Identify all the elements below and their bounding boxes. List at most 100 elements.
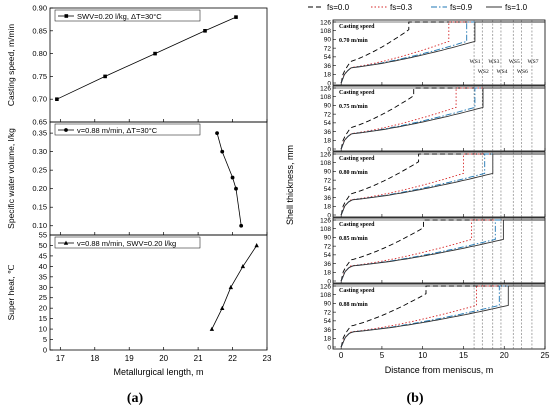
y-tick-label: 126 — [320, 85, 331, 92]
y-tick-label: 18 — [324, 72, 332, 79]
y-tick-label: 0.10 — [32, 221, 47, 230]
ws-label: WS1 — [470, 59, 481, 65]
data-point — [103, 74, 107, 79]
series-line — [216, 132, 242, 226]
x-tick-label: 22 — [228, 354, 237, 363]
y-tick-label: 72 — [324, 309, 332, 316]
x-tick-label: 25 — [541, 351, 550, 360]
data-point — [234, 15, 238, 19]
y-tick-label: 126 — [320, 19, 331, 26]
shell-curve — [340, 87, 545, 150]
y-tick-label: 108 — [320, 226, 331, 233]
y-tick-label: 90 — [324, 235, 332, 242]
legend-marker — [63, 240, 69, 245]
y-tick-label: 72 — [324, 243, 332, 250]
casting-speed-label: Casting speed — [339, 90, 375, 96]
y-tick-label: 5 — [43, 335, 47, 344]
y-tick-label: 72 — [324, 45, 332, 52]
y-tick-label: 10 — [39, 325, 47, 334]
y-tick-label: 126 — [320, 283, 331, 290]
x-tick-label: 21 — [194, 354, 203, 363]
casting-speed-label: Casting speed — [339, 222, 375, 228]
y-tick-label: 45 — [39, 251, 47, 260]
y-tick-label: 90 — [324, 103, 332, 110]
ws-label: WS2 — [478, 69, 489, 75]
y-tick-label: 0.15 — [32, 203, 47, 212]
shell-curve — [340, 285, 545, 348]
y-tick-label: 30 — [39, 283, 47, 292]
shell-curve — [340, 21, 545, 84]
y-tick-label: 0.80 — [32, 49, 47, 58]
x-tick-label: 20 — [500, 351, 509, 360]
shell-curve — [340, 87, 545, 150]
subplot-b-frame — [332, 151, 546, 218]
subplot-b-frame — [332, 19, 546, 86]
y-tick-label: 36 — [324, 195, 332, 202]
data-point — [230, 175, 235, 180]
shell-curve — [340, 153, 545, 216]
subplot-a-frame — [49, 7, 268, 123]
data-point — [220, 149, 225, 154]
y-axis-label: Specific water volume, l/kg — [6, 128, 16, 229]
y-tick-label: 0 — [327, 212, 331, 219]
x-axis-label: Distance from meniscus, m — [385, 365, 494, 375]
y-tick-label: 90 — [324, 37, 332, 44]
data-point — [234, 186, 238, 191]
y-tick-label: 50 — [39, 241, 47, 250]
casting-speed-value: 0.88 m/min — [339, 302, 368, 308]
y-tick-label: 15 — [39, 314, 47, 323]
legend-marker — [64, 14, 69, 18]
y-tick-label: 54 — [324, 54, 332, 61]
ws-label: WS3 — [488, 59, 499, 65]
y-tick-label: 18 — [324, 204, 332, 211]
ws-label: WS4 — [496, 69, 507, 75]
legend-label: fs=0.3 — [390, 3, 413, 12]
shell-curve — [340, 21, 545, 84]
x-tick-label: 23 — [263, 354, 272, 363]
y-tick-label: 18 — [324, 270, 332, 277]
data-point — [254, 243, 259, 248]
y-tick-label: 35 — [39, 272, 47, 281]
ws-label: WS5 — [509, 59, 520, 65]
x-tick-label: 0 — [339, 351, 344, 360]
y-tick-label: 0.25 — [32, 166, 47, 175]
y-axis-label: Super heat, ℃ — [6, 264, 16, 320]
data-point — [203, 29, 207, 33]
legend-box — [54, 123, 201, 136]
shell-curve — [340, 21, 545, 84]
shell-curve — [340, 153, 545, 216]
y-tick-label: 0.85 — [32, 26, 47, 35]
shell-curve — [340, 21, 545, 84]
data-point — [239, 223, 244, 228]
y-axis-label: Casting speed, m/min — [6, 24, 16, 106]
y-tick-label: 72 — [324, 111, 332, 118]
panel-a: 0.65 0.70 0.75 0.80 0.85 0.90 Casting speed, m… — [6, 4, 272, 378]
y-tick-label: 55 — [39, 231, 47, 240]
y-tick-label: 0 — [327, 80, 331, 87]
y-tick-label: 40 — [39, 262, 47, 271]
y-tick-label: 0 — [327, 278, 331, 285]
y-tick-label: 0.30 — [32, 147, 47, 156]
data-point — [215, 131, 219, 136]
x-axis-label: Metallurgical length, m — [113, 367, 203, 377]
y-tick-label: 0.20 — [32, 184, 47, 193]
y-tick-label: 108 — [320, 94, 331, 101]
y-tick-label: 36 — [324, 261, 332, 268]
subplot-a-frame — [49, 121, 268, 236]
y-tick-label: 126 — [320, 151, 331, 158]
panel-a-caption: (a) — [127, 391, 144, 406]
y-tick-label: 126 — [320, 217, 331, 224]
legend-label: v=0.88 m/min, SWV=0.20 l/kg — [77, 239, 176, 248]
shell-curve — [340, 285, 545, 348]
y-tick-label: 90 — [324, 169, 332, 176]
legend-marker — [64, 128, 68, 132]
series-line — [56, 16, 237, 100]
legend-box — [54, 9, 201, 22]
shell-curve — [340, 219, 545, 282]
y-tick-label: 108 — [320, 292, 331, 299]
legend-label: v=0.88 m/min, ΔT=30°C — [77, 126, 158, 135]
y-tick-label: 36 — [324, 327, 332, 334]
legend-box — [54, 236, 201, 249]
casting-speed-value: 0.80 m/min — [339, 170, 368, 176]
